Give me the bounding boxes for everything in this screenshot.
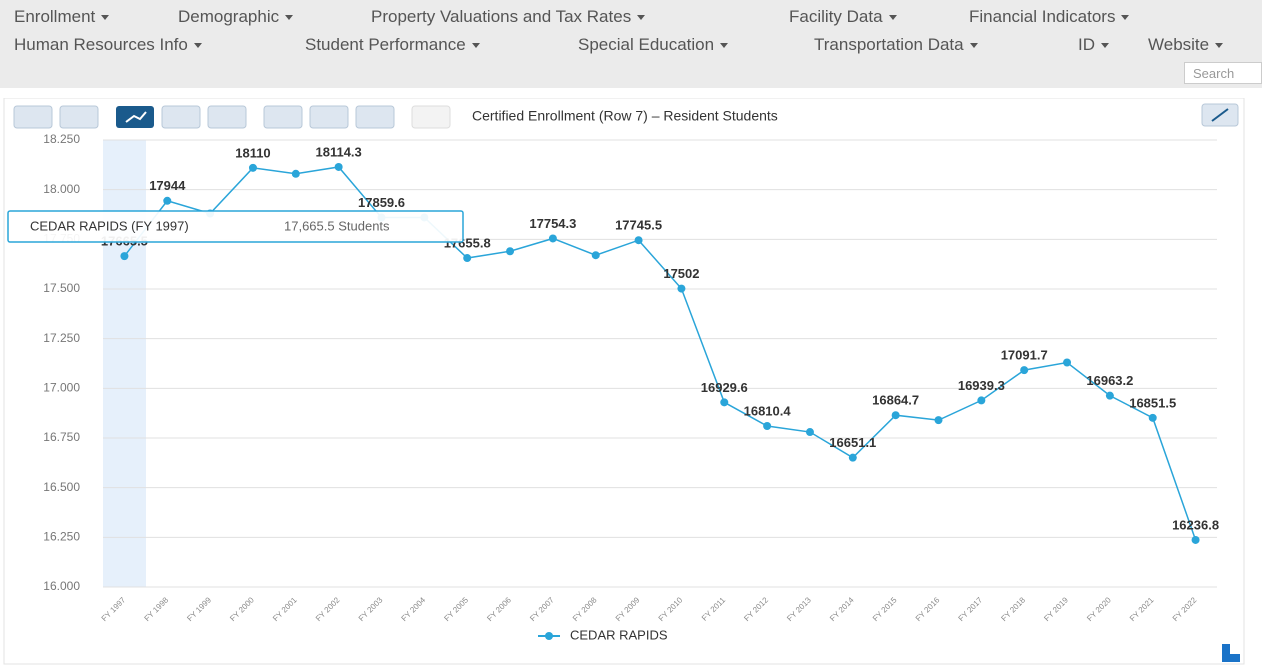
data-point: [1191, 535, 1200, 544]
legend-marker: [545, 632, 553, 640]
menu-item[interactable]: Student Performance: [305, 35, 480, 55]
data-label: 17859.6: [358, 195, 405, 210]
data-label: 16651.1: [829, 435, 876, 450]
data-point: [291, 169, 300, 178]
data-label: 16236.8: [1172, 517, 1219, 532]
toolbar-button[interactable]: [161, 105, 201, 129]
data-label: 17944: [149, 178, 186, 193]
chart: Certified Enrollment (Row 7) – Resident …: [3, 97, 1245, 665]
data-point: [805, 428, 814, 437]
data-point: [891, 411, 900, 420]
data-label: 16963.2: [1086, 373, 1133, 388]
data-point: [977, 396, 986, 405]
data-label: 16810.4: [744, 403, 792, 418]
data-point: [463, 254, 472, 263]
tooltip-text: 17,665.5 Students: [284, 218, 390, 233]
data-point: [763, 422, 772, 431]
legend-label: CEDAR RAPIDS: [570, 627, 668, 642]
data-point: [934, 416, 943, 425]
series-line: [123, 166, 1197, 541]
menu-item[interactable]: Financial Indicators: [969, 7, 1129, 27]
y-tick-label: 17.000: [43, 381, 80, 395]
menu-item[interactable]: Special Education: [578, 35, 728, 55]
chart-title: Certified Enrollment (Row 7) – Resident …: [472, 108, 778, 124]
data-label: 16929.6: [701, 380, 748, 395]
data-point: [1105, 391, 1114, 400]
data-label: 17745.5: [615, 218, 662, 233]
search-box[interactable]: Search: [1184, 62, 1262, 84]
tooltip-title: CEDAR RAPIDS (FY 1997): [30, 218, 189, 233]
menu-item[interactable]: Human Resources Info: [14, 35, 202, 55]
panel-border: [3, 97, 1245, 665]
data-point: [120, 252, 129, 261]
menu-bar: Enrollment Demographic Property Valuations…: [0, 0, 1262, 88]
menu-item[interactable]: Transportation Data: [814, 35, 978, 55]
menu-item[interactable]: Facility Data: [789, 7, 897, 27]
menu-item[interactable]: Enrollment: [14, 7, 109, 27]
y-tick-label: 17.250: [43, 331, 80, 345]
y-tick-label: 18.250: [43, 132, 80, 146]
toolbar: [13, 103, 1239, 129]
data-label: 18110: [235, 145, 270, 160]
data-point: [1020, 366, 1029, 375]
toolbar-button[interactable]: [355, 105, 395, 129]
toolbar-button[interactable]: [207, 105, 247, 129]
menu-item[interactable]: ID: [1078, 35, 1109, 55]
hover-band: [103, 140, 146, 587]
data-label: 16851.5: [1129, 395, 1176, 410]
data-point: [634, 236, 643, 245]
toolbar-button[interactable]: [263, 105, 303, 129]
data-label: 17091.7: [1001, 348, 1048, 363]
icon: [1211, 108, 1229, 122]
toolbar-button[interactable]: [411, 105, 451, 129]
y-tick-label: 16.250: [43, 530, 80, 544]
data-label: 17754.3: [529, 216, 576, 231]
menu-item[interactable]: Demographic: [178, 7, 293, 27]
data-label: 18114.3: [316, 144, 362, 159]
resize-handle: [1222, 644, 1240, 662]
data-point: [720, 398, 729, 407]
data-label: 16939.3: [958, 378, 1005, 393]
data-label: 17502: [663, 266, 699, 281]
data-point: [677, 284, 686, 293]
data-point: [591, 251, 600, 260]
toolbar-button[interactable]: [13, 105, 53, 129]
y-tick-label: 18.000: [43, 182, 80, 196]
data-point: [548, 234, 557, 243]
toolbar-button[interactable]: [309, 105, 349, 129]
menu-item[interactable]: Property Valuations and Tax Rates: [371, 7, 645, 27]
data-point: [1148, 413, 1157, 422]
y-tick-label: 16.500: [43, 480, 80, 494]
data-label: 16864.7: [872, 393, 919, 408]
toolbar-button[interactable]: [59, 105, 99, 129]
data-point: [848, 453, 857, 462]
data-point: [248, 163, 257, 172]
y-tick-label: 16.000: [43, 579, 80, 593]
menu-item[interactable]: Website: [1148, 35, 1223, 55]
data-point: [334, 162, 343, 171]
data-point: [506, 247, 515, 256]
data-point: [163, 196, 172, 205]
y-tick-label: 16.750: [43, 430, 80, 444]
chart-panel: Certified Enrollment (Row 7) – Resident …: [0, 97, 1262, 666]
data-point: [1063, 358, 1072, 367]
icon: [125, 111, 147, 123]
y-tick-label: 17.500: [43, 281, 80, 295]
tooltip-box: [7, 210, 464, 243]
